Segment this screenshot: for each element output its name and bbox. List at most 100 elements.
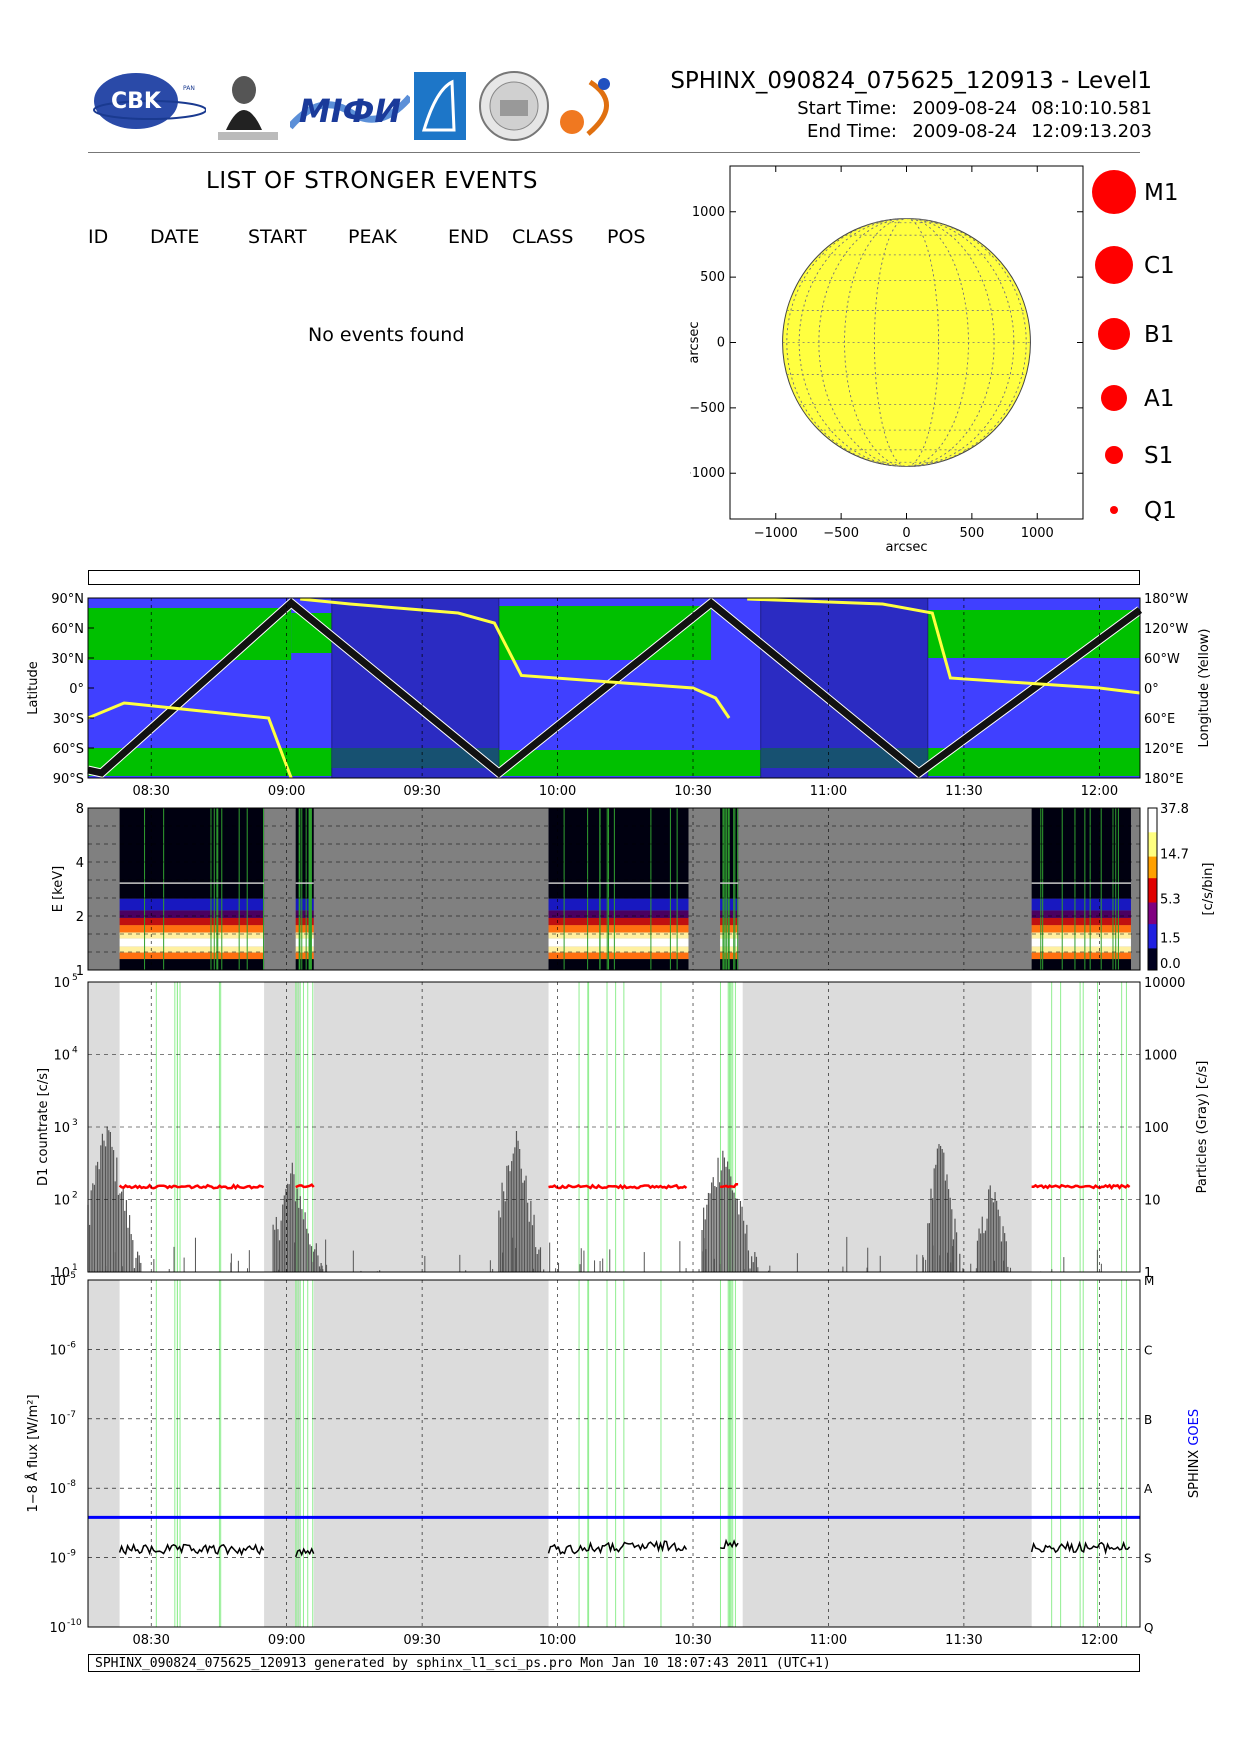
spectrum-band xyxy=(119,898,265,911)
legend-label-m1: M1 xyxy=(1144,180,1178,206)
countrate-series xyxy=(295,1183,315,1189)
colorbar-slice xyxy=(1148,843,1157,847)
spectrum-band xyxy=(119,932,265,939)
colorbar-tick-label: 0.0 xyxy=(1160,957,1181,972)
colorbar-slice xyxy=(1148,875,1157,879)
colorbar-slice xyxy=(1148,808,1157,812)
flux-x-tick-label: 10:30 xyxy=(674,1633,711,1648)
colorbar-tick-label: 5.3 xyxy=(1160,893,1181,908)
sun-y-tick-label: −1000 xyxy=(690,466,725,481)
orbit-y-tick-label: 90°N xyxy=(51,592,84,607)
colorbar-slice xyxy=(1148,845,1157,849)
legend-dot-c1 xyxy=(1095,246,1133,284)
sun-orbit-logo xyxy=(554,74,624,142)
end-time-row: End Time: 2009-08-24 12:09:13.203 xyxy=(670,121,1152,142)
timeseries-panels: 90°S 180°E 60°S 120°E 30°S 60°E 0° 0° 30°N 60°W 60… xyxy=(25,592,1216,1648)
orbit-x-tick-label: 09:30 xyxy=(403,784,440,799)
end-date: 2009-08-24 xyxy=(912,121,1017,142)
colorbar-slice xyxy=(1148,959,1157,963)
colorbar-slice xyxy=(1148,894,1157,898)
sun-longitude-line xyxy=(786,218,1027,467)
countrate-series xyxy=(720,1182,739,1189)
colorbar-slice xyxy=(1148,862,1157,866)
spectrum-band xyxy=(548,932,689,939)
spectrum-band xyxy=(1031,946,1131,953)
spectrum-y-axis-label: E [keV] xyxy=(51,866,66,912)
sphinx-series xyxy=(294,1547,315,1558)
spectrum-band xyxy=(548,946,689,953)
flux-y-tick-exponent: -8 xyxy=(67,1479,76,1489)
colorbar-slice xyxy=(1148,864,1157,868)
colorbar-slice xyxy=(1148,878,1157,882)
flux-x-tick-label: 12:00 xyxy=(1081,1633,1118,1648)
orbit-y2-tick-label: 0° xyxy=(1144,682,1159,697)
orbit-y2-tick-label: 60°E xyxy=(1144,712,1175,727)
colorbar-slice xyxy=(1148,810,1157,814)
spectrum-band xyxy=(1031,917,1131,926)
sun-position-plot: −1000 −500 0 500 1000 −1000 −500 0 500 1000 arcsec… xyxy=(690,165,1084,555)
flux-frame xyxy=(87,1279,1141,1628)
colorbar-slice xyxy=(1148,818,1157,822)
spectrum-frame xyxy=(87,807,1141,971)
spectrum-y-tick-label: 8 xyxy=(76,802,84,817)
no-events-message: No events found xyxy=(308,324,465,346)
flux-x-tick-label: 10:00 xyxy=(539,1633,576,1648)
legend-dot-s1 xyxy=(1105,446,1123,464)
legend-label-b1: B1 xyxy=(1144,322,1174,348)
spectrum-band xyxy=(119,959,265,970)
orbit-y-tick-label: 60°S xyxy=(53,742,84,757)
flux-night-shade xyxy=(264,1280,301,1627)
countrate-y-tick-label: 10 xyxy=(53,1266,70,1281)
report-title: SPHINX_090824_075625_120913 - Level1 xyxy=(670,68,1152,94)
spectrum-band xyxy=(548,959,689,970)
colorbar-slice xyxy=(1148,913,1157,917)
colorbar-slice xyxy=(1148,826,1157,831)
colorbar-slice xyxy=(1148,837,1157,841)
flux-class-label: C xyxy=(1144,1343,1152,1357)
sun-y-tick-label: 500 xyxy=(700,270,725,285)
colorbar-slice xyxy=(1148,824,1157,828)
flux-x-tick-label: 11:30 xyxy=(945,1633,982,1648)
spectrum-band xyxy=(548,808,689,899)
colorbar-slice xyxy=(1148,953,1157,957)
start-time-row: Start Time: 2009-08-24 08:10:10.581 xyxy=(670,98,1152,119)
lebedev-portrait-logo xyxy=(212,70,282,146)
countrate-y2-tick-label: 10000 xyxy=(1144,976,1185,991)
countrate-y-tick-label: 10 xyxy=(53,1121,70,1136)
colorbar-slice xyxy=(1148,929,1157,933)
orbit-y-axis-label: Latitude xyxy=(26,661,41,715)
flux-class-label: B xyxy=(1144,1413,1152,1427)
spectrum-band xyxy=(1031,952,1131,960)
countrate-y2-tick-label: 1000 xyxy=(1144,1049,1177,1064)
colorbar-slice xyxy=(1148,859,1157,863)
flux-y2-axis-label: SPHINX GOES xyxy=(1187,1409,1202,1498)
spectrum-band xyxy=(119,938,265,947)
spectrum-band xyxy=(119,910,265,918)
colorbar-slice xyxy=(1148,832,1157,836)
colorbar-slice xyxy=(1148,964,1157,968)
spectrum-band xyxy=(119,946,265,953)
flux-y-tick-exponent: -6 xyxy=(67,1340,76,1350)
countrate-y-axis-label: D1 countrate [c/s] xyxy=(36,1068,51,1186)
sphinx-series xyxy=(118,1542,265,1557)
orbit-y2-tick-label: 120°W xyxy=(1144,622,1188,637)
flux-y-tick-label: 10 xyxy=(49,1274,66,1289)
flux-night-shade xyxy=(313,1280,549,1627)
orbit-x-tick-label: 09:00 xyxy=(268,784,305,799)
colorbar-frame xyxy=(1147,807,1158,971)
events-col-end: END xyxy=(448,226,489,248)
colorbar-slice xyxy=(1148,891,1157,895)
legend-dot-a1 xyxy=(1101,385,1127,411)
spectrum-y-tick-label: 2 xyxy=(76,910,84,925)
colorbar-tick-label: 14.7 xyxy=(1160,847,1189,862)
events-col-class: CLASS xyxy=(512,226,574,248)
countrate-y2-axis-label: Particles (Gray) [c/s] xyxy=(1195,1061,1210,1194)
spectrum-band xyxy=(1031,938,1131,947)
flux-class-label: A xyxy=(1144,1482,1153,1496)
spectrum-band xyxy=(548,917,689,926)
flux-y-tick-exponent: -7 xyxy=(67,1410,76,1420)
colorbar-slice xyxy=(1148,851,1157,855)
colorbar-slice xyxy=(1148,872,1157,876)
spectrum-band xyxy=(119,808,265,899)
orbit-y2-tick-label: 180°E xyxy=(1144,772,1184,787)
